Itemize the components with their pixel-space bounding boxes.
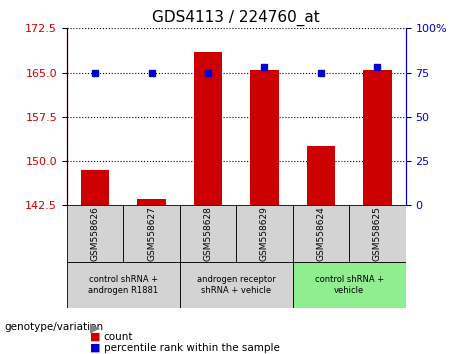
Bar xyxy=(293,262,406,308)
Text: count: count xyxy=(104,332,133,342)
Bar xyxy=(250,70,278,205)
Bar xyxy=(67,205,123,262)
Text: percentile rank within the sample: percentile rank within the sample xyxy=(104,343,280,353)
Bar xyxy=(236,205,293,262)
Text: GSM558626: GSM558626 xyxy=(90,206,100,261)
Text: ■: ■ xyxy=(90,332,100,342)
Text: GSM558629: GSM558629 xyxy=(260,206,269,261)
Bar xyxy=(307,146,335,205)
Bar xyxy=(67,262,180,308)
Text: GSM558628: GSM558628 xyxy=(203,206,213,261)
Text: ■: ■ xyxy=(90,343,100,353)
Text: androgen receptor
shRNA + vehicle: androgen receptor shRNA + vehicle xyxy=(197,275,276,295)
Bar xyxy=(180,262,293,308)
Bar xyxy=(363,70,391,205)
Text: GSM558625: GSM558625 xyxy=(373,206,382,261)
Text: control shRNA +
vehicle: control shRNA + vehicle xyxy=(315,275,384,295)
Bar xyxy=(81,170,109,205)
Text: control shRNA +
androgen R1881: control shRNA + androgen R1881 xyxy=(88,275,159,295)
Text: ▶: ▶ xyxy=(90,321,100,334)
Text: genotype/variation: genotype/variation xyxy=(5,322,104,332)
Bar xyxy=(180,205,236,262)
Bar xyxy=(123,205,180,262)
Bar xyxy=(137,199,165,205)
Bar xyxy=(349,205,406,262)
Bar xyxy=(194,52,222,205)
Text: GSM558627: GSM558627 xyxy=(147,206,156,261)
Title: GDS4113 / 224760_at: GDS4113 / 224760_at xyxy=(153,9,320,25)
Text: GSM558624: GSM558624 xyxy=(316,206,325,261)
Bar xyxy=(293,205,349,262)
